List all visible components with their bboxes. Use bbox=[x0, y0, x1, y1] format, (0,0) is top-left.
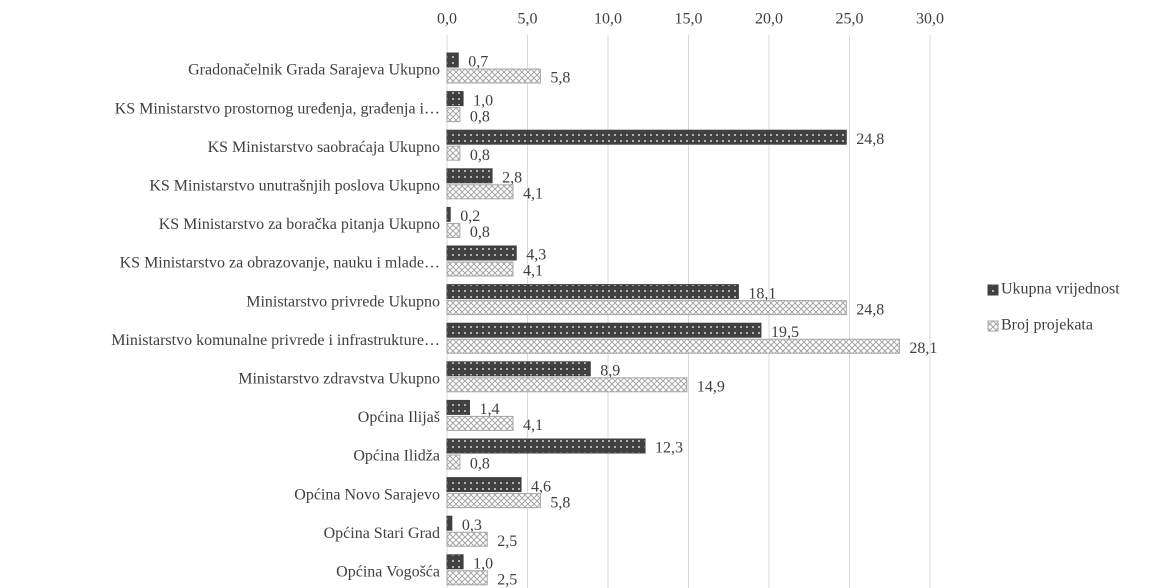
value-label: 24,8 bbox=[856, 301, 884, 318]
bar bbox=[446, 300, 847, 316]
bar bbox=[446, 245, 517, 261]
category-label: Općina Ilijaš bbox=[358, 409, 440, 426]
value-label: 0,2 bbox=[460, 208, 480, 225]
value-label: 2,8 bbox=[502, 169, 522, 186]
value-label: 4,1 bbox=[523, 263, 543, 280]
bar bbox=[446, 415, 514, 431]
value-label: 0,8 bbox=[470, 456, 490, 473]
value-label: 28,1 bbox=[909, 340, 937, 357]
value-label: 19,5 bbox=[771, 324, 799, 341]
bar bbox=[446, 361, 591, 377]
value-label: 0,8 bbox=[470, 147, 490, 164]
bar bbox=[446, 338, 900, 354]
bar bbox=[446, 531, 488, 547]
value-label: 1,4 bbox=[480, 401, 500, 418]
bar bbox=[446, 91, 464, 107]
category-label: KS Ministarstvo saobraćaja Ukupno bbox=[208, 139, 440, 156]
bar bbox=[446, 168, 493, 184]
x-tick-label: 20,0 bbox=[755, 11, 783, 28]
value-label: 5,8 bbox=[550, 494, 570, 511]
bar bbox=[446, 554, 464, 570]
legend-swatch bbox=[987, 320, 999, 332]
category-label: KS Ministarstvo za boračka pitanja Ukupn… bbox=[159, 216, 440, 233]
bar bbox=[446, 493, 541, 509]
x-tick-label: 0,0 bbox=[437, 11, 457, 28]
value-label: 0,3 bbox=[462, 517, 482, 534]
category-label: Općina Stari Grad bbox=[324, 525, 440, 542]
legend-label: Ukupna vrijednost bbox=[1001, 281, 1120, 298]
x-tick-label: 30,0 bbox=[916, 11, 944, 28]
bar bbox=[446, 322, 762, 338]
value-label: 1,0 bbox=[473, 92, 493, 109]
bar bbox=[446, 107, 461, 123]
category-label: KS Ministarstvo unutrašnjih poslova Ukup… bbox=[149, 177, 440, 194]
value-label: 0,7 bbox=[468, 54, 488, 71]
bar bbox=[446, 184, 514, 200]
category-label: Općina Vogošća bbox=[336, 563, 440, 580]
value-label: 24,8 bbox=[856, 131, 884, 148]
value-label: 2,5 bbox=[497, 533, 517, 550]
bar bbox=[446, 515, 453, 531]
bar bbox=[446, 438, 646, 454]
value-label: 18,1 bbox=[748, 285, 776, 302]
category-label: Gradonačelnik Grada Sarajeva Ukupno bbox=[188, 62, 440, 79]
value-label: 1,0 bbox=[473, 555, 493, 572]
value-label: 2,5 bbox=[497, 571, 517, 588]
x-tick-label: 15,0 bbox=[675, 11, 703, 28]
x-tick-label: 25,0 bbox=[836, 11, 864, 28]
value-label: 4,3 bbox=[526, 247, 546, 264]
category-label: KS Ministarstvo za obrazovanje, nauku i … bbox=[120, 255, 440, 272]
category-label: Ministarstvo zdravstva Ukupno bbox=[238, 370, 440, 387]
legend-swatch bbox=[987, 284, 999, 296]
value-label: 0,8 bbox=[470, 224, 490, 241]
bar bbox=[446, 570, 488, 586]
bar bbox=[446, 52, 459, 68]
bar bbox=[446, 477, 522, 493]
bar bbox=[446, 129, 847, 145]
value-label: 14,9 bbox=[697, 378, 725, 395]
category-label: Ministarstvo komunalne privrede i infras… bbox=[111, 332, 440, 349]
bar bbox=[446, 261, 514, 277]
value-label: 4,1 bbox=[523, 417, 543, 434]
bar bbox=[446, 68, 541, 84]
value-label: 12,3 bbox=[655, 440, 683, 457]
bar bbox=[446, 454, 461, 470]
value-label: 4,6 bbox=[531, 478, 551, 495]
x-tick-label: 10,0 bbox=[594, 11, 622, 28]
category-label: Općina Novo Sarajevo bbox=[294, 486, 440, 503]
category-label: KS Ministarstvo prostornog uređenja, gra… bbox=[115, 100, 440, 117]
value-label: 4,1 bbox=[523, 185, 543, 202]
bar bbox=[446, 284, 739, 300]
x-tick-label: 5,0 bbox=[518, 11, 538, 28]
bar bbox=[446, 399, 471, 415]
value-label: 8,9 bbox=[600, 362, 620, 379]
category-label: Ministarstvo privrede Ukupno bbox=[246, 293, 440, 310]
category-label: Općina Ilidža bbox=[353, 448, 440, 465]
bar bbox=[446, 377, 688, 393]
value-label: 5,8 bbox=[550, 70, 570, 87]
bar bbox=[446, 145, 461, 161]
legend-label: Broj projekata bbox=[1001, 317, 1093, 334]
bar bbox=[446, 222, 461, 238]
value-label: 0,8 bbox=[470, 108, 490, 125]
bar bbox=[446, 206, 451, 222]
